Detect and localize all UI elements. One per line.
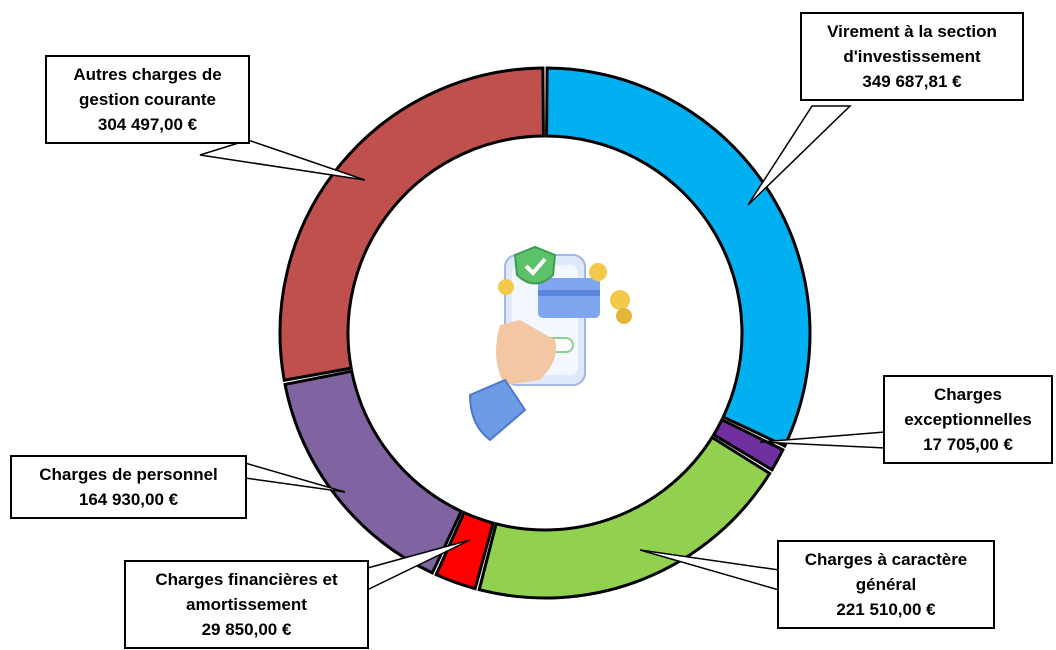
label-value: 29 850,00 € (201, 620, 292, 639)
label-value: 221 510,00 € (836, 600, 936, 619)
data-label: Charges financières et amortissement 29 8… (124, 560, 369, 649)
label-name: Autres charges de gestion courante (73, 65, 222, 109)
data-label: Charges de personnel 164 930,00 € (10, 455, 247, 519)
data-label: Charges exceptionnelles 17 705,00 € (883, 375, 1053, 464)
label-value: 304 497,00 € (97, 115, 198, 134)
donut-segment (545, 66, 812, 448)
donut-segment (711, 417, 785, 472)
label-name: Charges de personnel (39, 465, 218, 484)
label-value: 17 705,00 € (923, 435, 1013, 454)
label-value: 349 687,81 € (862, 72, 962, 91)
data-label: Autres charges de gestion courante 304 49… (45, 55, 250, 144)
donut-segment (278, 66, 545, 383)
ring (278, 66, 812, 600)
label-name: Virement à la section d'investissement (827, 22, 997, 66)
label-name: Charges exceptionnelles (904, 385, 1032, 429)
callout-pointer (199, 139, 366, 181)
label-name: Charges à caractère général (804, 550, 968, 594)
center-illustration (468, 245, 632, 442)
donut-segment (283, 369, 464, 575)
label-name: Charges financières et amortissement (155, 570, 338, 614)
donut-segment (477, 435, 772, 600)
label-value: 164 930,00 € (78, 490, 179, 509)
donut-segment (434, 510, 495, 591)
data-label: Virement à la section d'investissement 34… (800, 12, 1024, 101)
callout-pointer (747, 105, 852, 206)
data-label: Charges à caractère général 221 510,00 € (777, 540, 995, 629)
